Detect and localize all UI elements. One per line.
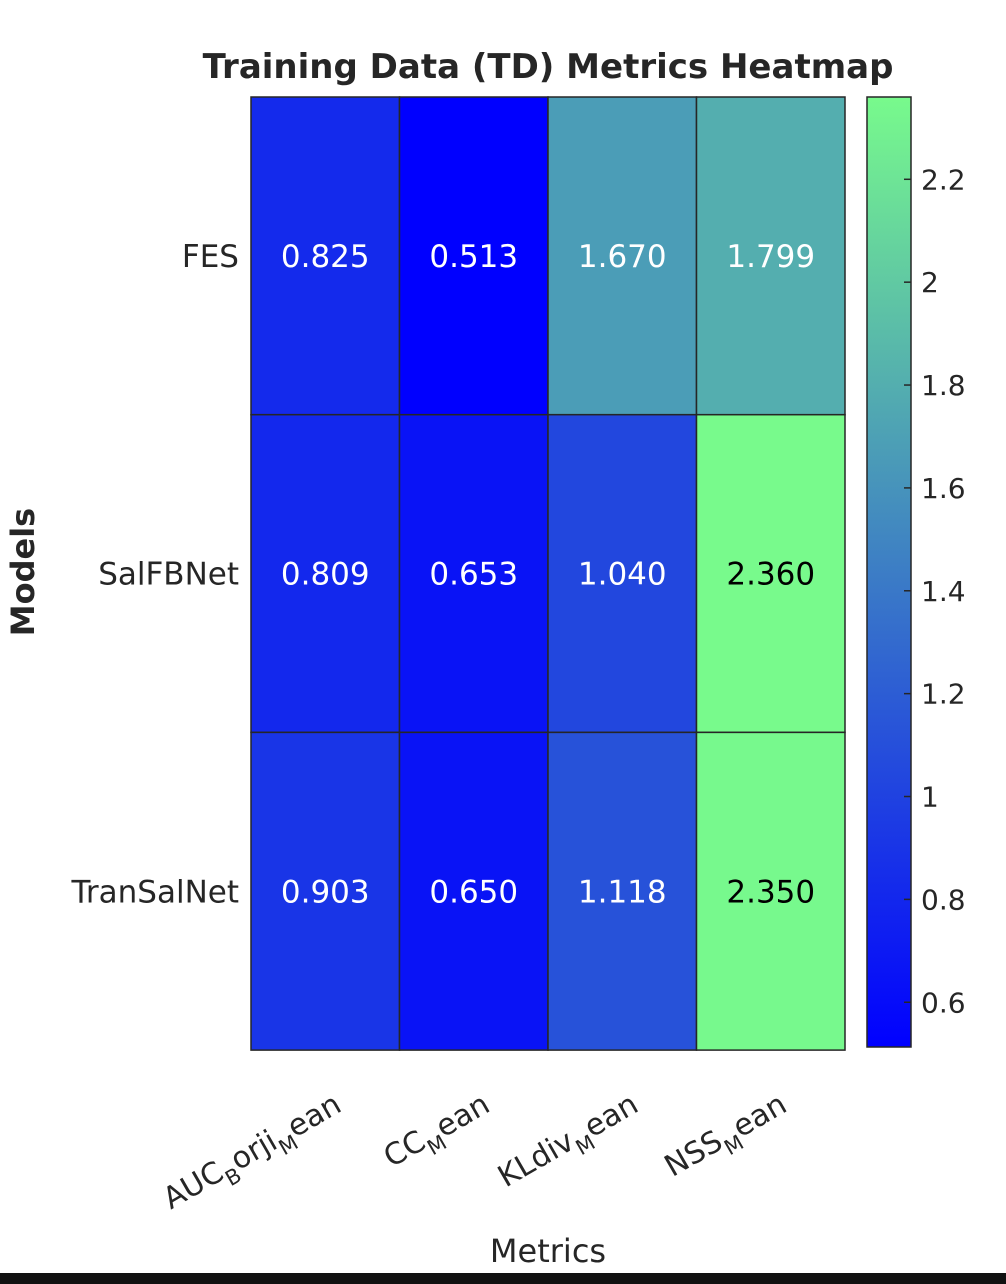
colorbar-tick-label: 2.2 xyxy=(921,163,966,196)
heatmap-cell xyxy=(398,413,549,734)
cell-value-label: 1.118 xyxy=(578,874,667,910)
heatmap-cells xyxy=(250,96,846,1051)
column-label: NSSMean xyxy=(659,1087,796,1191)
cell-value-label: 0.903 xyxy=(281,874,370,910)
colorbar-tick-label: 1.6 xyxy=(921,472,966,505)
cell-value-label: 0.809 xyxy=(281,557,370,593)
cell-value-labels: 0.825 0.513 1.670 1.799 0.809 0.653 1.040 2.360… xyxy=(281,239,815,910)
heatmap-cell xyxy=(695,413,846,734)
colorbar xyxy=(866,96,912,1048)
heatmap-cell xyxy=(547,96,698,416)
colorbar-tick-label: 0.8 xyxy=(921,883,966,916)
heatmap-cell xyxy=(695,731,846,1051)
cell-value-label: 0.825 xyxy=(281,239,370,275)
row-label: SalFBNet xyxy=(98,557,239,593)
cell-value-label: 1.799 xyxy=(726,239,815,275)
heatmap-cell xyxy=(250,413,401,734)
column-label: AUCBorjiMean xyxy=(157,1087,351,1223)
cell-value-label: 0.653 xyxy=(429,557,518,593)
heatmap-cell xyxy=(695,96,846,416)
colorbar-tick-label: 1.2 xyxy=(921,678,966,711)
chart-title: Training Data (TD) Metrics Heatmap xyxy=(203,47,894,87)
column-label: CCMean xyxy=(378,1087,499,1181)
row-label: TranSalNet xyxy=(71,874,239,910)
colorbar-tick-label: 2 xyxy=(921,266,939,299)
colorbar-tick-label: 0.6 xyxy=(921,986,966,1019)
window-bottom-edge xyxy=(0,1273,1006,1284)
colorbar-tick-label: 1.8 xyxy=(921,369,966,402)
y-axis-label: Models xyxy=(4,508,42,636)
heatmap-cell xyxy=(398,96,549,416)
cell-value-label: 1.670 xyxy=(578,239,667,275)
row-labels: FES SalFBNet TranSalNet xyxy=(71,239,239,910)
heatmap-cell xyxy=(250,96,401,416)
colorbar-ticks: 0.6 0.8 1 1.2 1.4 1.6 1.8 2 2.2 xyxy=(904,163,966,1019)
heatmap-cell xyxy=(250,731,401,1051)
colorbar-tick-label: 1 xyxy=(921,781,939,814)
cell-value-label: 0.650 xyxy=(429,874,518,910)
cell-value-label: 1.040 xyxy=(578,557,667,593)
heatmap-cell xyxy=(398,731,549,1051)
cell-value-label: 2.360 xyxy=(726,557,815,593)
cell-value-label: 2.350 xyxy=(726,874,815,910)
column-label: KLdivMean xyxy=(492,1087,648,1201)
row-label: FES xyxy=(182,239,239,275)
cell-value-label: 0.513 xyxy=(429,239,518,275)
colorbar-tick-label: 1.4 xyxy=(921,575,966,608)
x-axis-label: Metrics xyxy=(490,1232,606,1270)
